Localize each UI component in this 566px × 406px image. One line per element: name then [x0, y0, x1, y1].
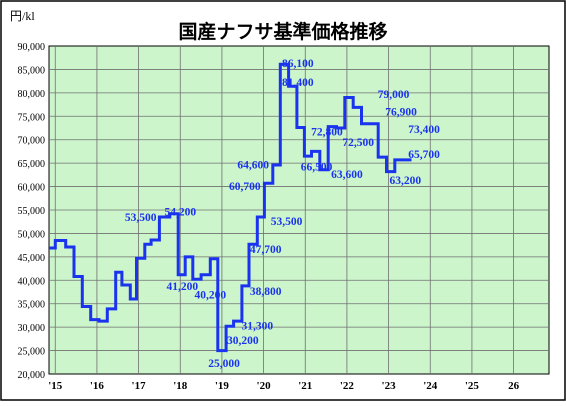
x-tick-label: '21 [298, 380, 312, 392]
data-label: 41,200 [167, 281, 199, 293]
price-line [49, 62, 412, 353]
data-label: 79,000 [378, 89, 410, 101]
data-label: 73,400 [408, 124, 440, 136]
y-tick-label: 40,000 [18, 276, 46, 287]
y-tick-label: 90,000 [18, 42, 46, 53]
data-label: 64,600 [237, 160, 269, 172]
price-series [49, 62, 412, 353]
y-axis-unit-label: 円/kl [10, 9, 35, 23]
x-tick-label: '18 [173, 380, 188, 392]
data-label: 72,500 [342, 137, 374, 149]
data-label: 72,800 [311, 126, 343, 138]
data-label: 53,500 [271, 216, 303, 228]
y-tick-label: 80,000 [18, 89, 46, 100]
y-tick-label: 45,000 [18, 253, 46, 264]
chart-title: 国産ナフサ基準価格推移 [178, 20, 387, 43]
y-tick-label: 70,000 [18, 136, 46, 147]
y-tick-label: 65,000 [18, 159, 46, 170]
y-tick-label: 55,000 [18, 206, 46, 217]
data-label: 40,200 [194, 289, 226, 301]
y-tick-label: 35,000 [18, 300, 46, 311]
data-label: 66,500 [301, 161, 333, 173]
y-tick-label: 30,000 [18, 323, 46, 334]
y-tick-label: 60,000 [18, 183, 46, 194]
data-label: 86,100 [282, 58, 314, 70]
data-label: 60,700 [229, 181, 261, 193]
x-tick-label: '23 [382, 380, 397, 392]
data-label: 31,300 [242, 320, 274, 332]
data-label: 47,700 [250, 244, 282, 256]
x-tick-label: '19 [215, 380, 230, 392]
x-tick-label: '24 [423, 380, 438, 392]
data-label: 81,400 [282, 77, 314, 89]
y-tick-label: 20,000 [18, 370, 46, 381]
x-axis-ticks: '15 '16 '17 '18 '19 '20 '21 '22 '23 '24 '25 26 [48, 380, 519, 392]
gridlines [49, 46, 549, 374]
data-label: 54,200 [164, 206, 196, 218]
data-label: 53,500 [125, 212, 157, 224]
x-tick-label: '22 [340, 380, 355, 392]
y-tick-label: 85,000 [18, 65, 46, 76]
data-label: 63,200 [389, 175, 421, 187]
data-label: 30,200 [227, 335, 259, 347]
x-tick-label: '16 [90, 380, 105, 392]
data-label: 25,000 [208, 358, 240, 370]
data-label: 65,700 [408, 149, 440, 161]
x-tick-label: '25 [465, 380, 480, 392]
x-tick-label: '15 [48, 380, 63, 392]
data-label: 63,600 [331, 169, 363, 181]
y-axis-ticks: 20,000 25,000 30,000 35,000 40,000 45,000 50,0… [18, 42, 46, 381]
y-tick-label: 75,000 [18, 112, 46, 123]
y-tick-label: 50,000 [18, 229, 46, 240]
y-tick-label: 25,000 [18, 347, 46, 358]
data-label: 76,900 [385, 107, 417, 119]
x-tick-label: 26 [508, 380, 520, 392]
x-tick-label: '17 [132, 380, 147, 392]
x-tick-label: '20 [257, 380, 272, 392]
data-label: 38,800 [250, 286, 282, 298]
